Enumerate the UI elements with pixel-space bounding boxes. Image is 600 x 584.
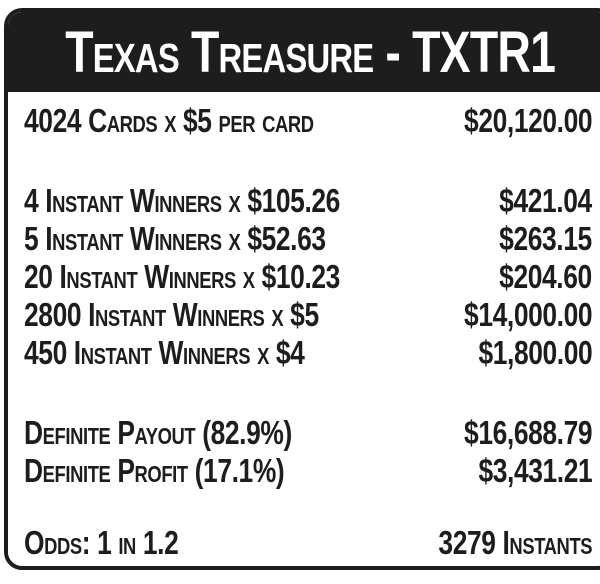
section-winners: 4 Instant Winners x $105.26 $421.04 5 In… [24,182,592,372]
stat-value: 3279 Instants [438,524,592,561]
stat-label: 450 Instant Winners x $4 [24,334,305,371]
stat-value: $421.04 [499,182,592,219]
stat-label: Odds: 1 in 1.2 [24,524,179,561]
card-header: Texas Treasure - TXTR1 [8,12,600,92]
stat-label: 4 Instant Winners x $105.26 [24,182,340,219]
section-cards: 4024 Cards x $5 per card $20,120.00 [24,102,592,140]
stat-row: 5 Instant Winners x $52.63 $263.15 [24,220,592,258]
section-odds: Odds: 1 in 1.2 3279 Instants [24,524,592,562]
stat-row: Odds: 1 in 1.2 3279 Instants [24,524,592,562]
stat-label: Definite Payout (82.9%) [24,414,292,451]
stat-label: Definite Profit (17.1%) [24,452,285,489]
stat-row: 2800 Instant Winners x $5 $14,000.00 [24,296,592,334]
game-title: Texas Treasure - TXTR1 [65,19,556,85]
stat-value: $20,120.00 [463,102,593,139]
stat-value: $263.15 [499,220,592,257]
section-totals: Definite Payout (82.9%) $16,688.79 Defin… [24,414,592,490]
stat-value: $3,431.21 [478,452,592,489]
stat-row: 20 Instant Winners x $10.23 $204.60 [24,258,592,296]
stat-value: $204.60 [499,258,592,295]
stat-row: 4 Instant Winners x $105.26 $421.04 [24,182,592,220]
stat-value: $1,800.00 [478,334,592,371]
stat-row: Definite Payout (82.9%) $16,688.79 [24,414,592,452]
stat-label: 4024 Cards x $5 per card [24,102,314,139]
stat-row: Definite Profit (17.1%) $3,431.21 [24,452,592,490]
card-body: 4024 Cards x $5 per card $20,120.00 4 In… [8,92,600,562]
stat-row: 450 Instant Winners x $4 $1,800.00 [24,334,592,372]
game-info-card: Texas Treasure - TXTR1 4024 Cards x $5 p… [4,8,600,570]
stat-value: $16,688.79 [463,414,593,451]
stat-value: $14,000.00 [463,296,593,333]
stat-label: 2800 Instant Winners x $5 [24,296,319,333]
stat-row: 4024 Cards x $5 per card $20,120.00 [24,102,592,140]
stat-label: 20 Instant Winners x $10.23 [24,258,340,295]
stat-label: 5 Instant Winners x $52.63 [24,220,326,257]
